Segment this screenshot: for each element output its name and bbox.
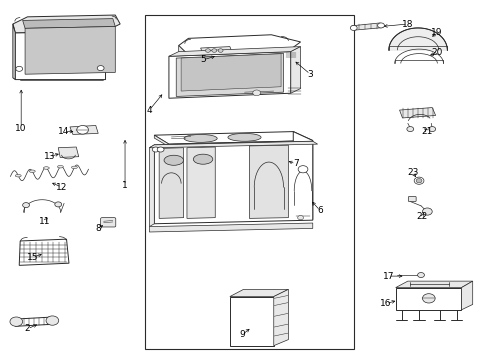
Circle shape (298, 166, 307, 173)
Circle shape (413, 177, 423, 184)
Text: 8: 8 (95, 224, 101, 233)
Polygon shape (293, 132, 312, 220)
Polygon shape (351, 23, 382, 30)
Ellipse shape (183, 134, 217, 142)
Circle shape (422, 208, 431, 215)
Polygon shape (149, 145, 154, 226)
Polygon shape (159, 148, 183, 219)
Polygon shape (178, 45, 185, 56)
Circle shape (97, 66, 104, 71)
Circle shape (406, 127, 413, 132)
Text: 19: 19 (430, 28, 442, 37)
Polygon shape (13, 15, 120, 33)
Text: 23: 23 (406, 168, 418, 177)
Polygon shape (19, 239, 69, 265)
Ellipse shape (71, 166, 77, 168)
Circle shape (10, 317, 22, 326)
Polygon shape (154, 132, 312, 144)
Circle shape (417, 273, 424, 278)
Circle shape (349, 26, 356, 31)
Text: 11: 11 (39, 217, 50, 226)
Polygon shape (176, 53, 283, 96)
Circle shape (422, 294, 434, 303)
Polygon shape (229, 297, 273, 346)
Text: 15: 15 (26, 253, 38, 262)
Polygon shape (395, 288, 461, 310)
Text: 20: 20 (430, 48, 442, 57)
Ellipse shape (57, 166, 63, 168)
Text: 4: 4 (146, 105, 152, 114)
Polygon shape (186, 147, 215, 219)
Polygon shape (290, 46, 300, 93)
Polygon shape (168, 51, 290, 98)
Polygon shape (154, 141, 312, 224)
Ellipse shape (29, 170, 35, 172)
Circle shape (152, 147, 159, 152)
Text: 12: 12 (56, 183, 67, 192)
Ellipse shape (193, 154, 212, 164)
Ellipse shape (15, 175, 21, 177)
Polygon shape (388, 28, 447, 50)
Circle shape (415, 179, 421, 183)
Bar (144, 15, 353, 348)
Ellipse shape (43, 167, 49, 169)
Polygon shape (395, 281, 472, 288)
Polygon shape (149, 223, 312, 232)
Text: 16: 16 (379, 299, 391, 308)
Text: 22: 22 (416, 212, 427, 221)
Circle shape (157, 147, 163, 152)
Ellipse shape (163, 155, 183, 165)
Circle shape (16, 66, 22, 71)
Text: 17: 17 (382, 271, 393, 280)
Text: 5: 5 (200, 55, 205, 64)
Circle shape (77, 126, 88, 134)
Polygon shape (181, 54, 281, 91)
Polygon shape (249, 145, 288, 219)
Circle shape (211, 49, 216, 52)
Polygon shape (25, 27, 115, 74)
Circle shape (55, 202, 61, 207)
Polygon shape (149, 141, 317, 148)
Text: 9: 9 (239, 330, 244, 339)
Text: 13: 13 (43, 152, 55, 161)
Polygon shape (13, 24, 15, 80)
Polygon shape (22, 19, 115, 28)
Text: 21: 21 (421, 127, 432, 136)
Polygon shape (14, 317, 54, 326)
FancyBboxPatch shape (101, 218, 116, 227)
FancyBboxPatch shape (407, 197, 415, 202)
Polygon shape (273, 289, 288, 346)
Circle shape (297, 216, 303, 220)
Polygon shape (461, 281, 472, 310)
Text: 3: 3 (307, 70, 312, 79)
Polygon shape (15, 31, 105, 80)
Polygon shape (200, 46, 232, 54)
Text: 1: 1 (122, 181, 128, 190)
Polygon shape (154, 135, 168, 147)
Polygon shape (168, 46, 300, 56)
Text: 14: 14 (58, 127, 70, 136)
Polygon shape (58, 147, 79, 157)
Circle shape (218, 49, 223, 52)
Circle shape (428, 127, 435, 132)
Text: 18: 18 (401, 19, 413, 28)
Polygon shape (399, 108, 435, 118)
Text: 10: 10 (16, 123, 27, 132)
Polygon shape (229, 289, 288, 297)
Text: 6: 6 (317, 206, 322, 215)
Circle shape (46, 316, 59, 325)
Polygon shape (70, 126, 98, 134)
Polygon shape (178, 35, 300, 53)
Circle shape (377, 23, 384, 28)
Text: 2: 2 (25, 324, 30, 333)
Circle shape (22, 203, 29, 208)
Polygon shape (168, 140, 312, 147)
Ellipse shape (227, 134, 261, 141)
Polygon shape (185, 49, 290, 56)
Circle shape (252, 90, 260, 96)
Text: 7: 7 (292, 159, 298, 168)
Circle shape (205, 49, 210, 52)
